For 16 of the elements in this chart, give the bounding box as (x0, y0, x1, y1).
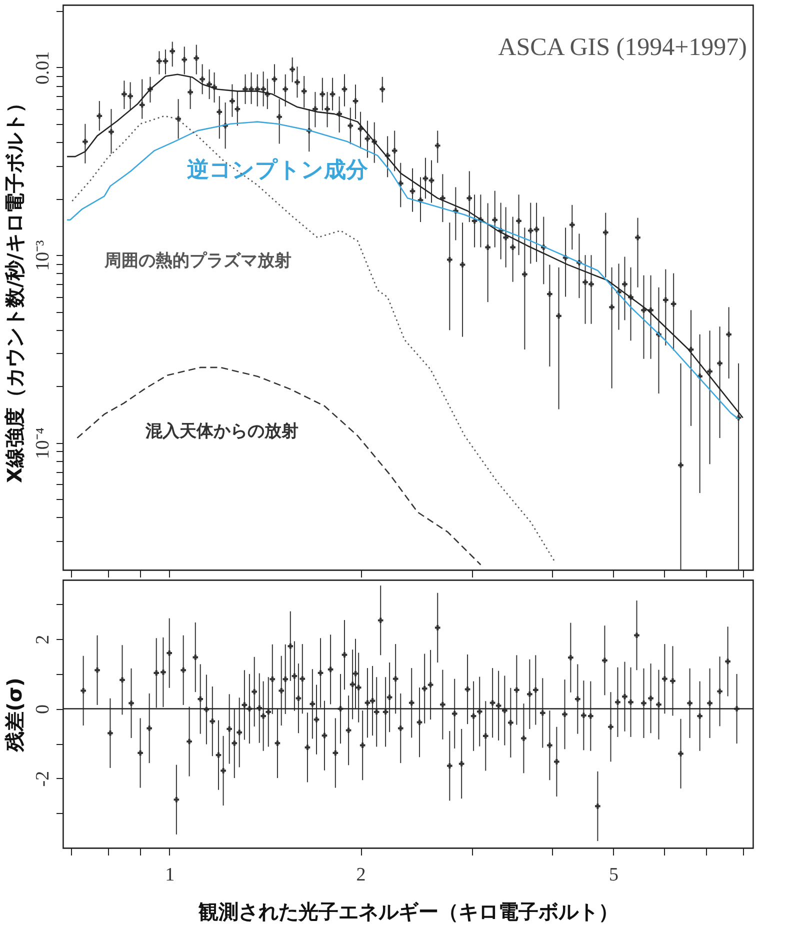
annotation: ASCA GIS (1994+1997) (498, 34, 747, 61)
y-tick-label: -2 (32, 770, 54, 787)
y-axis-title: X線強度（カウント数/秒/キロ電子ボルト） (2, 92, 26, 484)
y-axis-title: 残差(σ) (2, 678, 26, 752)
series-label: 逆コンプトン成分 (186, 158, 369, 183)
y-tick-label: 0.01 (32, 51, 54, 85)
x-tick-label: 1 (165, 864, 175, 886)
series-label: 周囲の熱的プラズマ放射 (103, 250, 292, 271)
series-label: 混入天体からの放射 (144, 421, 298, 442)
x-tick-label: 2 (356, 864, 366, 886)
y-tick-label: 10⁻³ (32, 240, 54, 271)
x-tick-label: 5 (608, 864, 618, 886)
x-axis-title: 観測された光子エネルギー（キロ電子ボルト） (198, 900, 618, 924)
y-tick-label: 0 (32, 704, 54, 714)
y-tick-label: 2 (32, 634, 54, 644)
y-tick-label: 10⁻⁴ (32, 427, 54, 460)
